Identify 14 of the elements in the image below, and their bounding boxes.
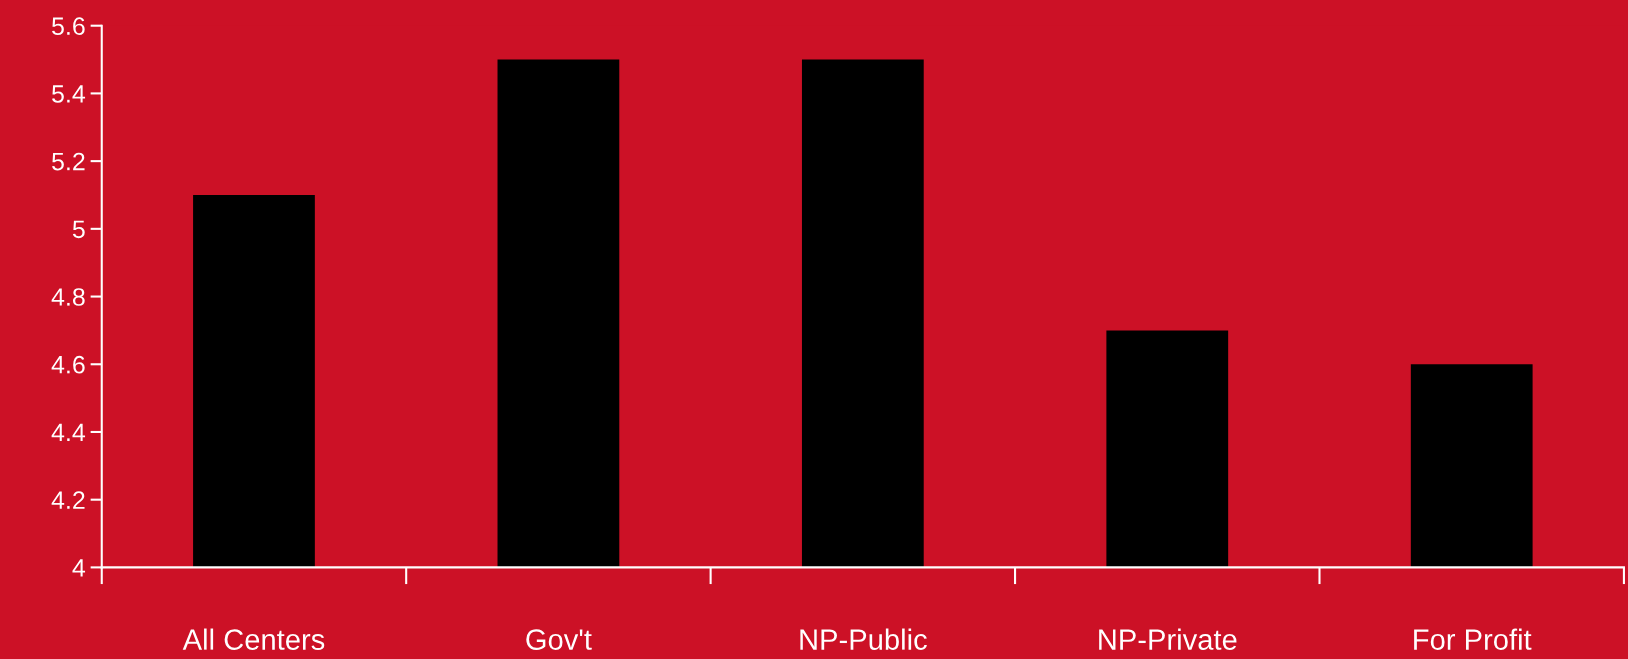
x-tick-label: For Profit xyxy=(1414,628,1532,650)
y-tick-label: 5.2 xyxy=(52,152,85,171)
x-tick-label: NP-Public xyxy=(800,628,927,650)
x-tick-label: NP-Private xyxy=(1099,628,1237,650)
y-tick-label: 5.4 xyxy=(52,85,86,103)
x-tick-label: All Centers xyxy=(182,628,325,650)
y-tick-label: 5 xyxy=(72,220,85,239)
y-tick-label: 4 xyxy=(72,559,86,577)
y-tick-label: 4.4 xyxy=(51,423,86,442)
y-tick-label: 4.6 xyxy=(51,355,85,374)
y-tick-label: 4.8 xyxy=(51,288,85,306)
y-tick-label: 5.6 xyxy=(52,17,85,36)
x-tick-label: Gov't xyxy=(526,629,592,650)
y-tick-label: 4.2 xyxy=(51,491,85,509)
